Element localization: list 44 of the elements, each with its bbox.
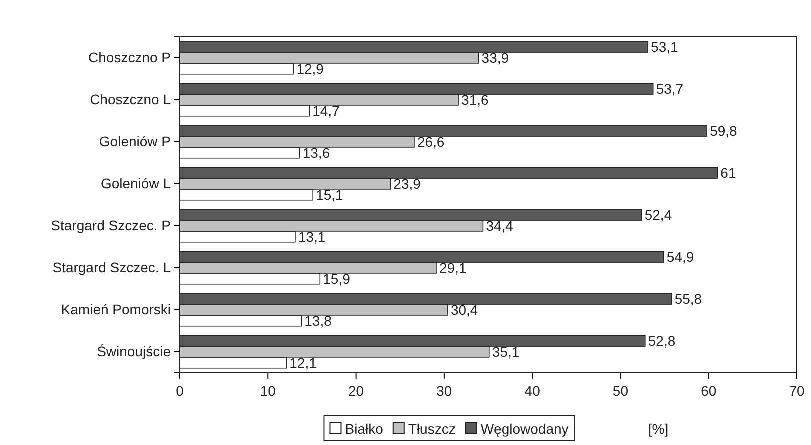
legend-label: Białko xyxy=(345,421,384,437)
y-tick-label: Choszczno P xyxy=(88,49,171,66)
x-tick-label: 10 xyxy=(260,383,276,399)
y-tick-label: Choszczno L xyxy=(90,91,172,108)
x-tick-label: 70 xyxy=(789,383,805,399)
data-label: 26,6 xyxy=(417,134,445,150)
data-label: 13,1 xyxy=(298,228,326,245)
y-tick-label: Kamień Pomorski xyxy=(61,301,171,318)
data-label: 33,9 xyxy=(482,50,510,66)
data-label: 12,9 xyxy=(296,60,324,77)
data-label: 13,6 xyxy=(302,144,330,161)
x-tick-label: 30 xyxy=(436,383,452,399)
data-label: 53,1 xyxy=(651,39,678,56)
x-tick-label: 60 xyxy=(701,383,717,399)
data-label: 14,7 xyxy=(312,102,340,119)
x-tick-label: 40 xyxy=(524,383,541,399)
data-label: 54,9 xyxy=(666,249,694,266)
data-label: 15,1 xyxy=(316,186,344,203)
y-tick-label: Stargard Szczec. L xyxy=(52,259,172,276)
data-label: 29,1 xyxy=(439,260,467,276)
data-label: 53,7 xyxy=(656,81,684,98)
data-label: 52,8 xyxy=(648,333,676,350)
data-label: 55,8 xyxy=(674,291,702,308)
y-tick-label: Goleniów L xyxy=(100,175,172,192)
x-tick-label: 50 xyxy=(612,383,629,399)
x-tick-label: 20 xyxy=(348,383,364,399)
legend-label: Tłuszcz xyxy=(408,421,456,437)
data-label: 34,4 xyxy=(486,218,514,234)
y-tick-label: Goleniów P xyxy=(99,133,171,150)
data-label: 31,6 xyxy=(462,92,489,108)
x-tick-label: 0 xyxy=(176,383,184,399)
data-label: 52,4 xyxy=(644,207,672,224)
data-label: 59,8 xyxy=(710,123,738,140)
data-label: 35,1 xyxy=(492,344,520,360)
x-axis-title: [%] xyxy=(648,421,669,437)
y-tick-label: Stargard Szczec. P xyxy=(51,217,171,234)
data-label: 23,9 xyxy=(394,176,422,192)
data-label: 61 xyxy=(720,165,736,182)
data-label: 15,9 xyxy=(323,270,351,287)
data-label: 12,1 xyxy=(290,354,318,371)
y-tick-label: Świnoujście xyxy=(97,343,172,360)
legend-label: Węglowodany xyxy=(480,421,569,437)
data-label: 30,4 xyxy=(450,302,478,318)
data-label: 13,8 xyxy=(304,312,332,329)
